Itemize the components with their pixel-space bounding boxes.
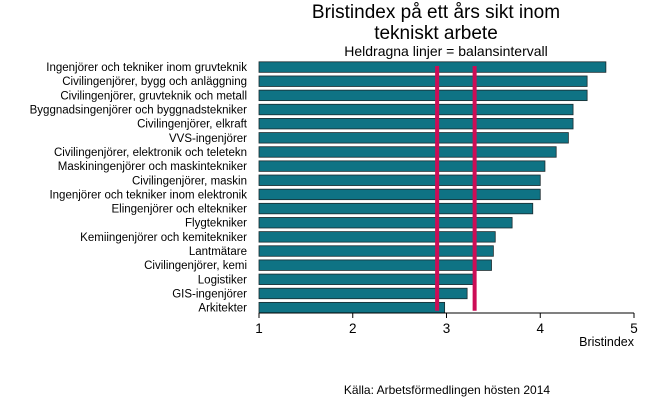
x-axis-ticks: 1 2 3 4 5 — [255, 313, 638, 336]
bar — [258, 217, 513, 229]
category-label: Arkitekter — [198, 303, 247, 315]
bar — [258, 287, 468, 300]
category-label: Civilingenjörer, maskin — [132, 175, 247, 187]
category-label: VVS-ingenjörer — [169, 133, 247, 145]
x-tick-label: 5 — [630, 321, 638, 336]
bar — [258, 146, 557, 158]
chart-title-line-2: tekniskt arbete — [374, 23, 498, 44]
category-label: Lantmätare — [189, 246, 247, 258]
category-label: GIS-ingenjörer — [172, 288, 247, 300]
chart-subtitle: Heldragna linjer = balansintervall — [344, 43, 548, 59]
source-note: Källa: Arbetsförmedlingen hösten 2014 — [344, 383, 550, 397]
chart-title-line-1: Bristindex på ett års sikt inom — [312, 2, 560, 23]
bars — [258, 61, 607, 314]
category-label: Ingenjörer och tekniker inom elektronik — [49, 189, 247, 201]
bar — [258, 75, 588, 87]
bar — [258, 174, 541, 186]
bar — [258, 160, 546, 172]
bar — [258, 89, 588, 102]
category-label: Ingenjörer och tekniker inom gruvteknik — [46, 62, 247, 74]
balance-interval-lines — [435, 66, 477, 311]
category-labels: Ingenjörer och tekniker inom gruvteknik C… — [30, 62, 248, 315]
bar — [258, 301, 446, 314]
bar — [258, 188, 541, 201]
category-label: Civilingenjörer, elkraft — [137, 119, 248, 131]
bar — [258, 231, 496, 243]
x-tick-label: 4 — [536, 321, 544, 336]
bar — [258, 118, 574, 130]
category-label: Kemiingenjörer och kemitekniker — [80, 232, 247, 244]
category-label: Flygtekniker — [185, 218, 247, 230]
category-label: Logistiker — [198, 274, 247, 286]
category-label: Byggnadsingenjörer och byggnadstekniker — [30, 105, 248, 117]
category-label: Civilingenjörer, gruvteknik och metall — [60, 90, 247, 102]
x-axis-label: Bristindex — [579, 335, 635, 349]
bar — [258, 132, 569, 144]
category-label: Civilingenjörer, elektronik och teletekn — [54, 147, 247, 159]
bar — [258, 273, 476, 285]
category-label: Civilingenjörer, kemi — [144, 260, 247, 272]
bar — [258, 103, 574, 116]
category-label: Maskiningenjörer och maskintekniker — [58, 161, 247, 173]
category-label: Civilingenjörer, bygg och anläggning — [62, 76, 247, 88]
bar — [258, 202, 534, 215]
x-tick-label: 2 — [349, 321, 357, 336]
x-tick-label: 1 — [255, 321, 263, 336]
x-tick-label: 3 — [443, 321, 451, 336]
bar — [258, 259, 492, 271]
bar — [258, 245, 494, 257]
bar — [258, 61, 607, 73]
category-label: Elingenjörer och eltekniker — [111, 204, 247, 216]
